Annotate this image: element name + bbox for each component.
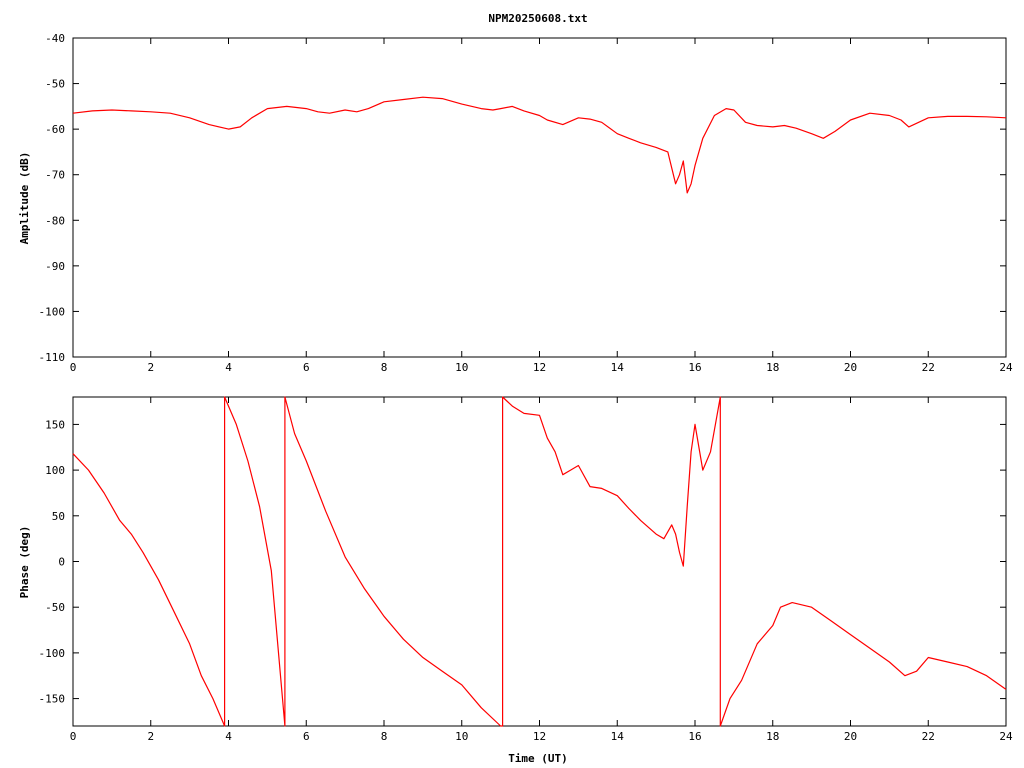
phase-plot-frame [72,396,1007,727]
phase-x-tick-label: 12 [533,730,546,743]
phase-x-tick-label: 0 [70,730,77,743]
phase-y-tick-label: 150 [45,418,65,431]
amplitude-x-tick-label: 16 [688,361,701,374]
phase-y-tick-label: -50 [45,601,65,614]
amplitude-x-tick-label: 14 [611,361,625,374]
amplitude-x-tick-label: 0 [70,361,77,374]
amplitude-x-tick-label: 12 [533,361,546,374]
amplitude-x-tick-label: 10 [455,361,468,374]
amplitude-x-tick-label: 2 [147,361,154,374]
phase-y-tick-label: -150 [39,693,66,706]
phase-y-tick-label: 50 [52,510,65,523]
amplitude-panel: Amplitude (dB) 0 2 4 6 8 10 12 14 16 18 20 22 24-40-… [18,32,1013,374]
phase-x-tick-label: 24 [999,730,1013,743]
phase-x-tick-label: 10 [455,730,468,743]
phase-x-tick-label: 16 [688,730,701,743]
phase-x-tick-label: 14 [611,730,625,743]
amplitude-y-tick-label: -90 [45,260,65,273]
amplitude-x-tick-label: 22 [922,361,935,374]
amplitude-y-axis-label: Amplitude (dB) [18,152,31,245]
phase-series-group [72,396,1007,727]
amplitude-series-line [72,96,1007,194]
phase-y-tick-label: 0 [58,556,65,569]
phase-x-tick-label: 20 [844,730,857,743]
amplitude-x-tick-label: 18 [766,361,779,374]
amplitude-y-tick-label: -50 [45,78,65,91]
amplitude-ticks: 0 2 4 6 8 10 12 14 16 18 20 22 24-40-50-60-70-80-90-… [39,32,1013,374]
phase-ticks: 0 2 4 6 8 10 12 14 16 18 20 22 24150100500-50-100-15… [39,397,1013,743]
amplitude-series-group [72,96,1007,194]
time-x-axis-label: Time (UT) [508,752,568,765]
amplitude-y-tick-label: -100 [39,305,66,318]
amplitude-plot-frame [72,37,1007,358]
amplitude-x-tick-label: 4 [225,361,232,374]
amplitude-y-tick-label: -70 [45,169,65,182]
phase-x-tick-label: 6 [303,730,310,743]
phase-x-tick-label: 22 [922,730,935,743]
amplitude-y-tick-label: -40 [45,32,65,45]
phase-x-tick-label: 4 [225,730,232,743]
chart-title: NPM20250608.txt [488,12,587,25]
amplitude-x-tick-label: 20 [844,361,857,374]
phase-x-tick-label: 8 [381,730,388,743]
phase-x-tick-label: 2 [147,730,154,743]
amplitude-y-tick-label: -110 [39,351,66,364]
amplitude-x-tick-label: 6 [303,361,310,374]
phase-y-tick-label: 100 [45,464,65,477]
phase-y-axis-label: Phase (deg) [18,526,31,599]
amplitude-y-tick-label: -80 [45,214,65,227]
phase-panel: Phase (deg) Time (UT) 0 2 4 6 8 10 12 14 16 18 20 2… [18,396,1013,765]
amplitude-y-tick-label: -60 [45,123,65,136]
amplitude-x-tick-label: 8 [381,361,388,374]
phase-x-tick-label: 18 [766,730,779,743]
phase-y-tick-label: -100 [39,647,66,660]
amplitude-x-tick-label: 24 [999,361,1013,374]
phase-series-line [72,396,1007,727]
